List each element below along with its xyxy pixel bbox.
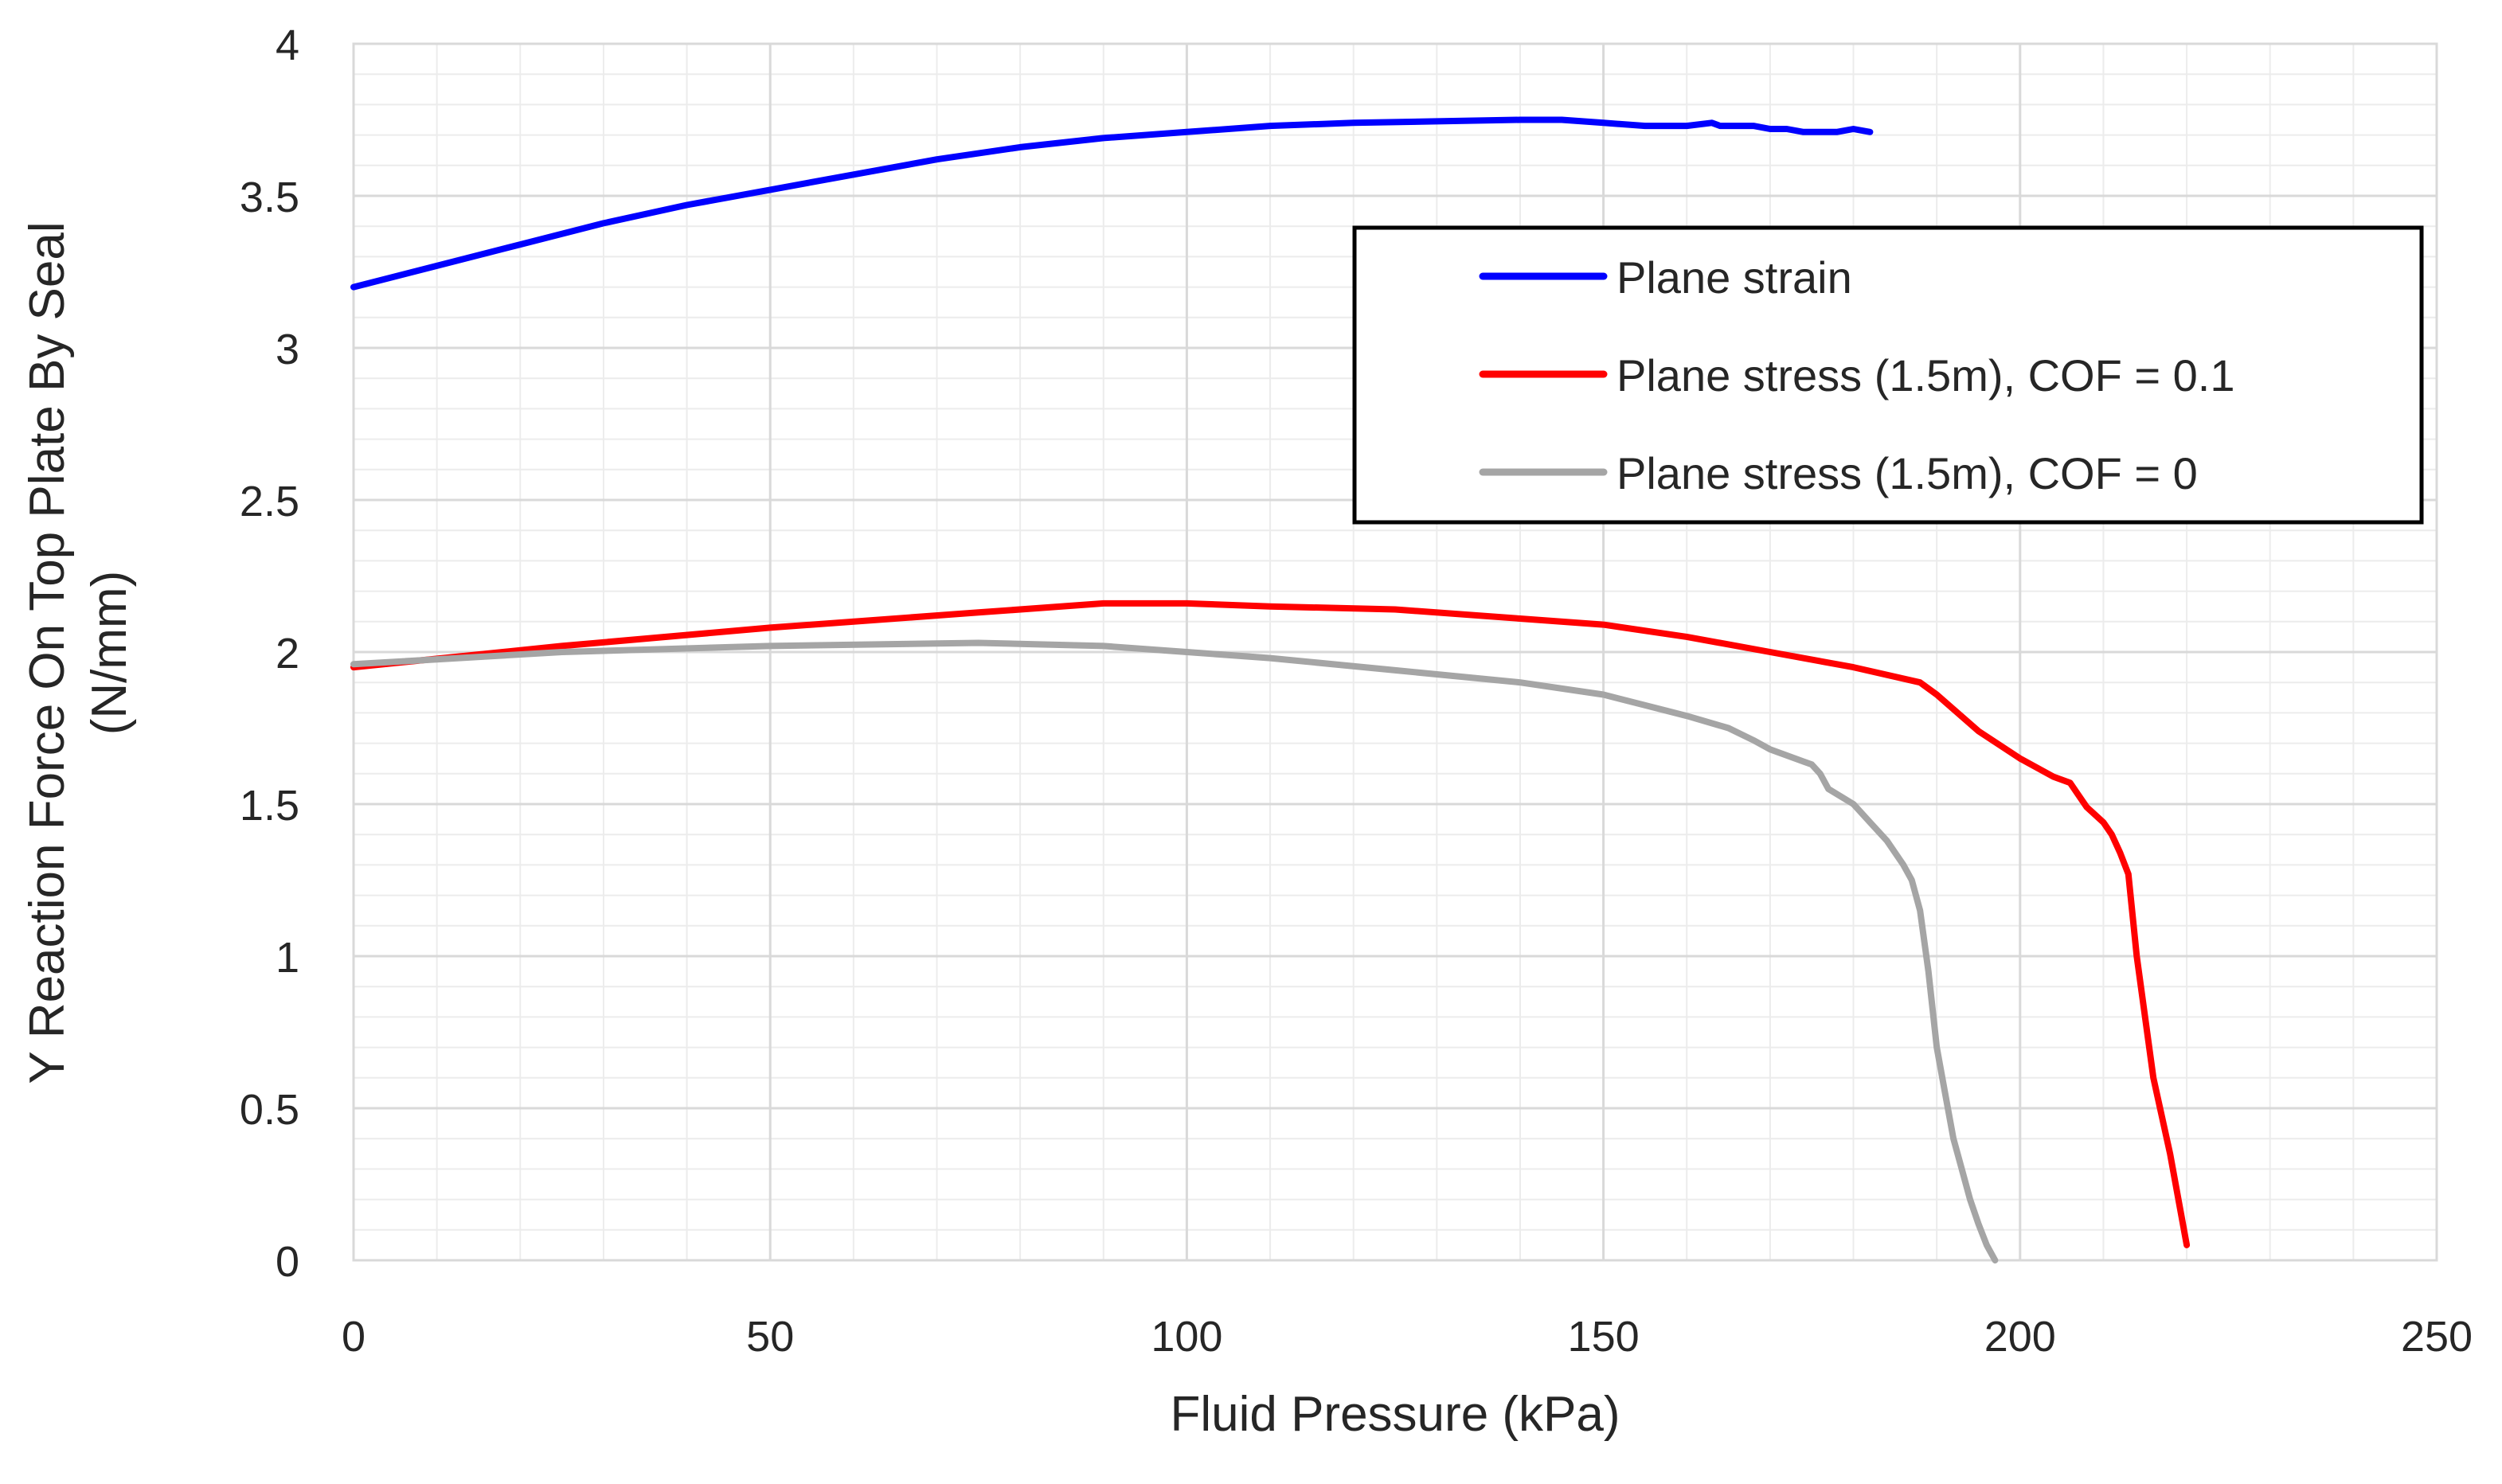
y-axis-title: Y Reaction Force On Top Plate By Seal (N… bbox=[20, 221, 137, 1084]
x-tick-label: 100 bbox=[1151, 1313, 1222, 1361]
y-tick-label: 2.5 bbox=[240, 478, 299, 525]
y-tick-label: 0.5 bbox=[240, 1086, 299, 1134]
series-line-cof-0-1 bbox=[350, 599, 2191, 1248]
legend-label-cof-0-1: Plane stress (1.5m), COF = 0.1 bbox=[1617, 350, 2234, 400]
y-tick-label: 3.5 bbox=[240, 174, 299, 221]
x-tick-label: 250 bbox=[2401, 1313, 2473, 1361]
x-tick-label: 0 bbox=[342, 1313, 366, 1361]
series-line-plane-strain bbox=[350, 116, 1874, 291]
legend: Plane strain Plane stress (1.5m), COF = … bbox=[1352, 225, 2424, 525]
y-axis-title-line-1: Y Reaction Force On Top Plate By Seal bbox=[20, 221, 75, 1084]
y-tick-label: 3 bbox=[276, 326, 299, 373]
x-tick-label: 50 bbox=[746, 1313, 794, 1361]
series-line-cof-0 bbox=[350, 639, 1999, 1263]
x-tick-label: 150 bbox=[1568, 1313, 1640, 1361]
y-tick-label: 1 bbox=[276, 934, 299, 982]
y-tick-label: 0 bbox=[276, 1238, 299, 1286]
x-tick-label: 200 bbox=[1984, 1313, 2056, 1361]
y-tick-label: 2 bbox=[276, 630, 299, 678]
y-axis-title-line-2: (N/mm) bbox=[82, 571, 137, 736]
x-axis-ticks: 0 50 100 150 200 250 bbox=[342, 1313, 2473, 1361]
y-tick-label: 1.5 bbox=[240, 782, 299, 830]
legend-label-plane-strain: Plane strain bbox=[1617, 252, 1852, 303]
series-layer bbox=[350, 116, 2191, 1263]
y-tick-label: 4 bbox=[276, 21, 299, 69]
y-axis-ticks: 0 0.5 1 1.5 2 2.5 3 3.5 4 bbox=[240, 21, 299, 1286]
plot-area-border bbox=[352, 42, 2438, 1262]
x-axis-title: Fluid Pressure (kPa) bbox=[1170, 1387, 1620, 1442]
legend-label-cof-0: Plane stress (1.5m), COF = 0 bbox=[1617, 448, 2198, 498]
